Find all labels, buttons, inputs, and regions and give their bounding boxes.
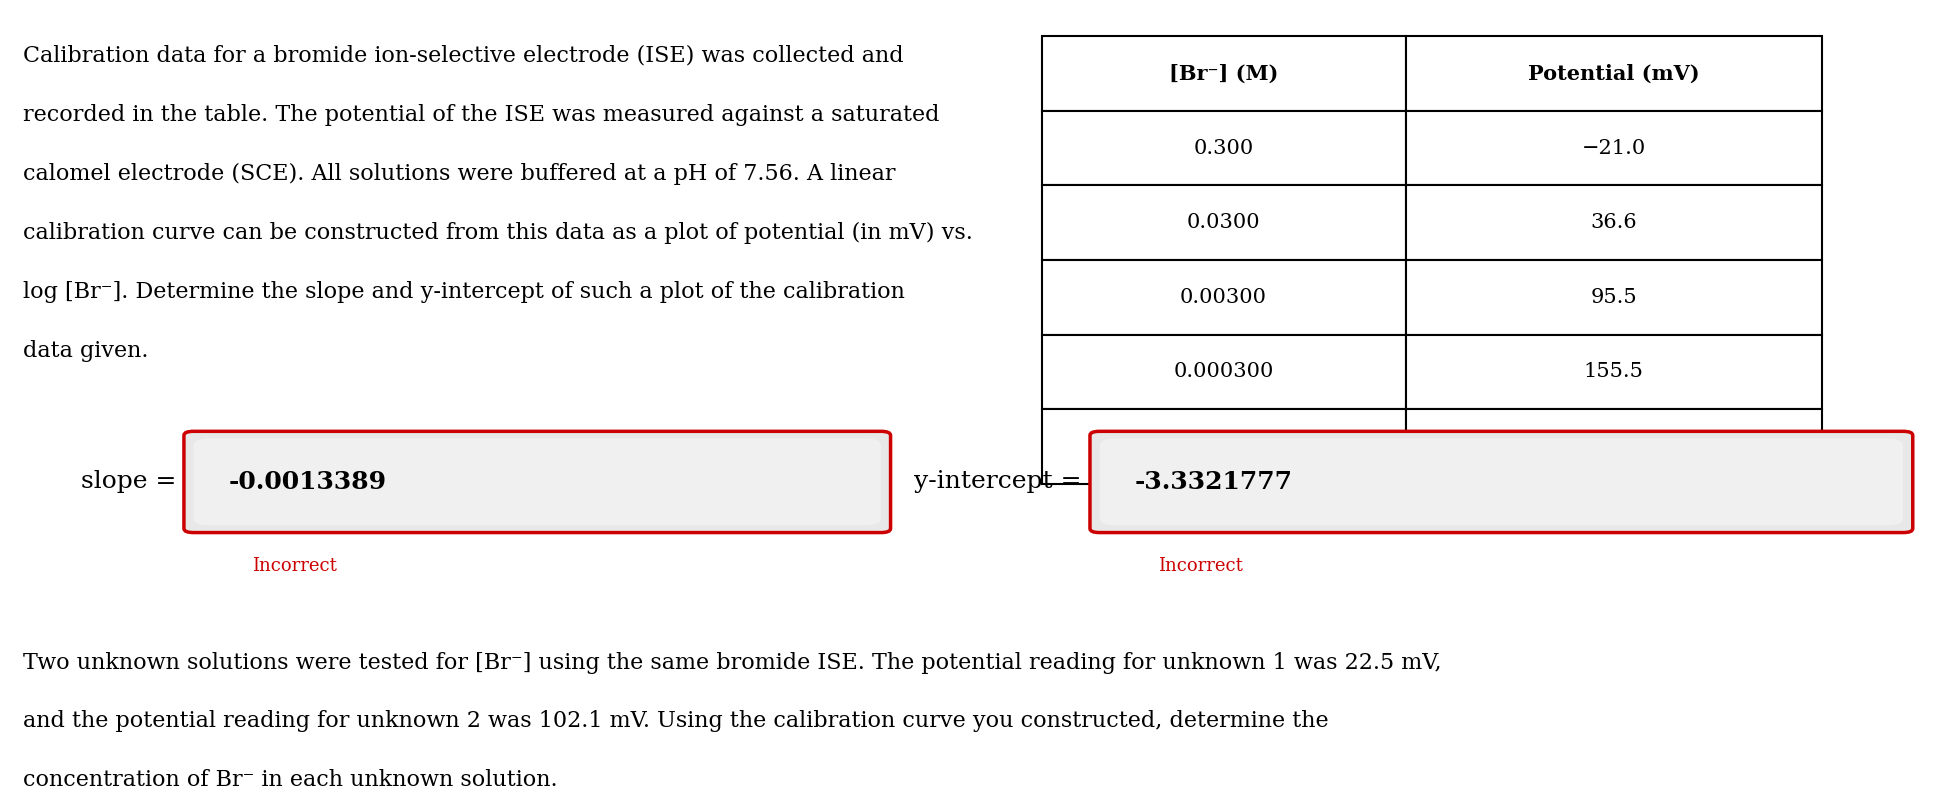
Bar (1042, 36, 1406, 111)
Text: 155.5: 155.5 (1584, 362, 1644, 382)
Bar (1042, 185, 1406, 260)
Text: 0.00300: 0.00300 (1181, 288, 1266, 307)
Text: Two unknown solutions were tested for [Br⁻] using the same bromide ISE. The pote: Two unknown solutions were tested for [B… (23, 652, 1442, 674)
Text: Potential (mV): Potential (mV) (1528, 64, 1700, 83)
Bar (1406, 111, 1822, 185)
Text: 95.5: 95.5 (1589, 288, 1638, 307)
Text: 0.0300: 0.0300 (1187, 213, 1260, 232)
Text: 0.0000300: 0.0000300 (1167, 437, 1280, 456)
Text: -0.0013389: -0.0013389 (228, 470, 387, 494)
Text: and the potential reading for unknown 2 was 102.1 mV. Using the calibration curv: and the potential reading for unknown 2 … (23, 710, 1328, 732)
Text: 0.300: 0.300 (1193, 139, 1255, 158)
Text: recorded in the table. The potential of the ISE was measured against a saturated: recorded in the table. The potential of … (23, 104, 939, 126)
Text: calomel electrode (SCE). All solutions were buffered at a pH of 7.56. A linear: calomel electrode (SCE). All solutions w… (23, 163, 896, 185)
Bar (1042, 111, 1406, 185)
Bar (1042, 409, 1406, 484)
Bar (1406, 260, 1822, 335)
Text: Incorrect: Incorrect (1158, 557, 1243, 575)
Bar (1042, 260, 1406, 335)
Text: −21.0: −21.0 (1582, 139, 1646, 158)
Text: y-intercept =: y-intercept = (914, 471, 1090, 493)
Text: slope =: slope = (81, 471, 184, 493)
FancyBboxPatch shape (1090, 431, 1913, 533)
Text: 36.6: 36.6 (1589, 213, 1638, 232)
FancyBboxPatch shape (184, 431, 891, 533)
Bar (1406, 36, 1822, 111)
Text: data given.: data given. (23, 340, 149, 362)
Text: calibration curve can be constructed from this data as a plot of potential (in m: calibration curve can be constructed fro… (23, 222, 974, 244)
Text: log [Br⁻]. Determine the slope and y-intercept of such a plot of the calibration: log [Br⁻]. Determine the slope and y-int… (23, 281, 906, 303)
Text: [Br⁻] (M): [Br⁻] (M) (1169, 64, 1278, 83)
Text: Calibration data for a bromide ion-selective electrode (ISE) was collected and: Calibration data for a bromide ion-selec… (23, 45, 904, 66)
Bar (1042, 335, 1406, 409)
Text: 225.9: 225.9 (1584, 437, 1644, 456)
Text: 0.000300: 0.000300 (1173, 362, 1274, 382)
FancyBboxPatch shape (194, 439, 881, 525)
Text: Incorrect: Incorrect (252, 557, 337, 575)
Bar (1406, 335, 1822, 409)
Text: -3.3321777: -3.3321777 (1134, 470, 1293, 494)
Bar (1406, 185, 1822, 260)
FancyBboxPatch shape (1100, 439, 1903, 525)
Text: concentration of Br⁻ in each unknown solution.: concentration of Br⁻ in each unknown sol… (23, 769, 558, 791)
Bar (1406, 409, 1822, 484)
